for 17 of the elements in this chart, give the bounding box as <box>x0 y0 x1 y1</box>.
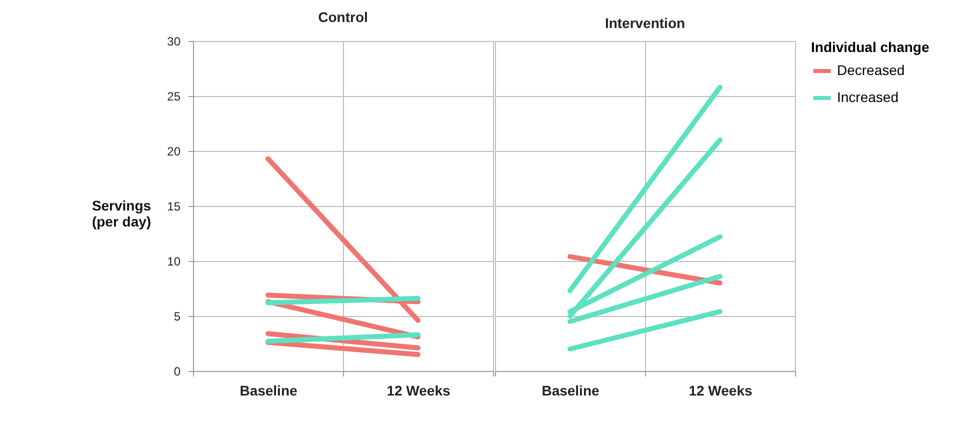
x-tick-label: Baseline <box>542 382 600 398</box>
legend-title: Individual change <box>811 39 930 55</box>
x-tick-label: 12 Weeks <box>688 382 752 398</box>
legend-label: Decreased <box>837 62 905 78</box>
y-tick-label: 5 <box>174 310 181 324</box>
y-axis-title: Servings (per day) <box>92 198 152 230</box>
y-tick-label: 20 <box>167 144 181 158</box>
y-tick-label: 0 <box>174 364 181 378</box>
y-tick-label: 25 <box>167 90 181 104</box>
x-tick-label: 12 Weeks <box>386 382 450 398</box>
y-tick-label: 30 <box>167 34 181 48</box>
y-tick-label: 10 <box>167 254 181 268</box>
chart-title: Intervention <box>604 15 686 31</box>
x-tick-label: Baseline <box>240 382 298 398</box>
legend-label: Increased <box>837 89 898 105</box>
y-tick-label: 15 <box>167 200 181 214</box>
chart-title: Control <box>318 9 368 25</box>
